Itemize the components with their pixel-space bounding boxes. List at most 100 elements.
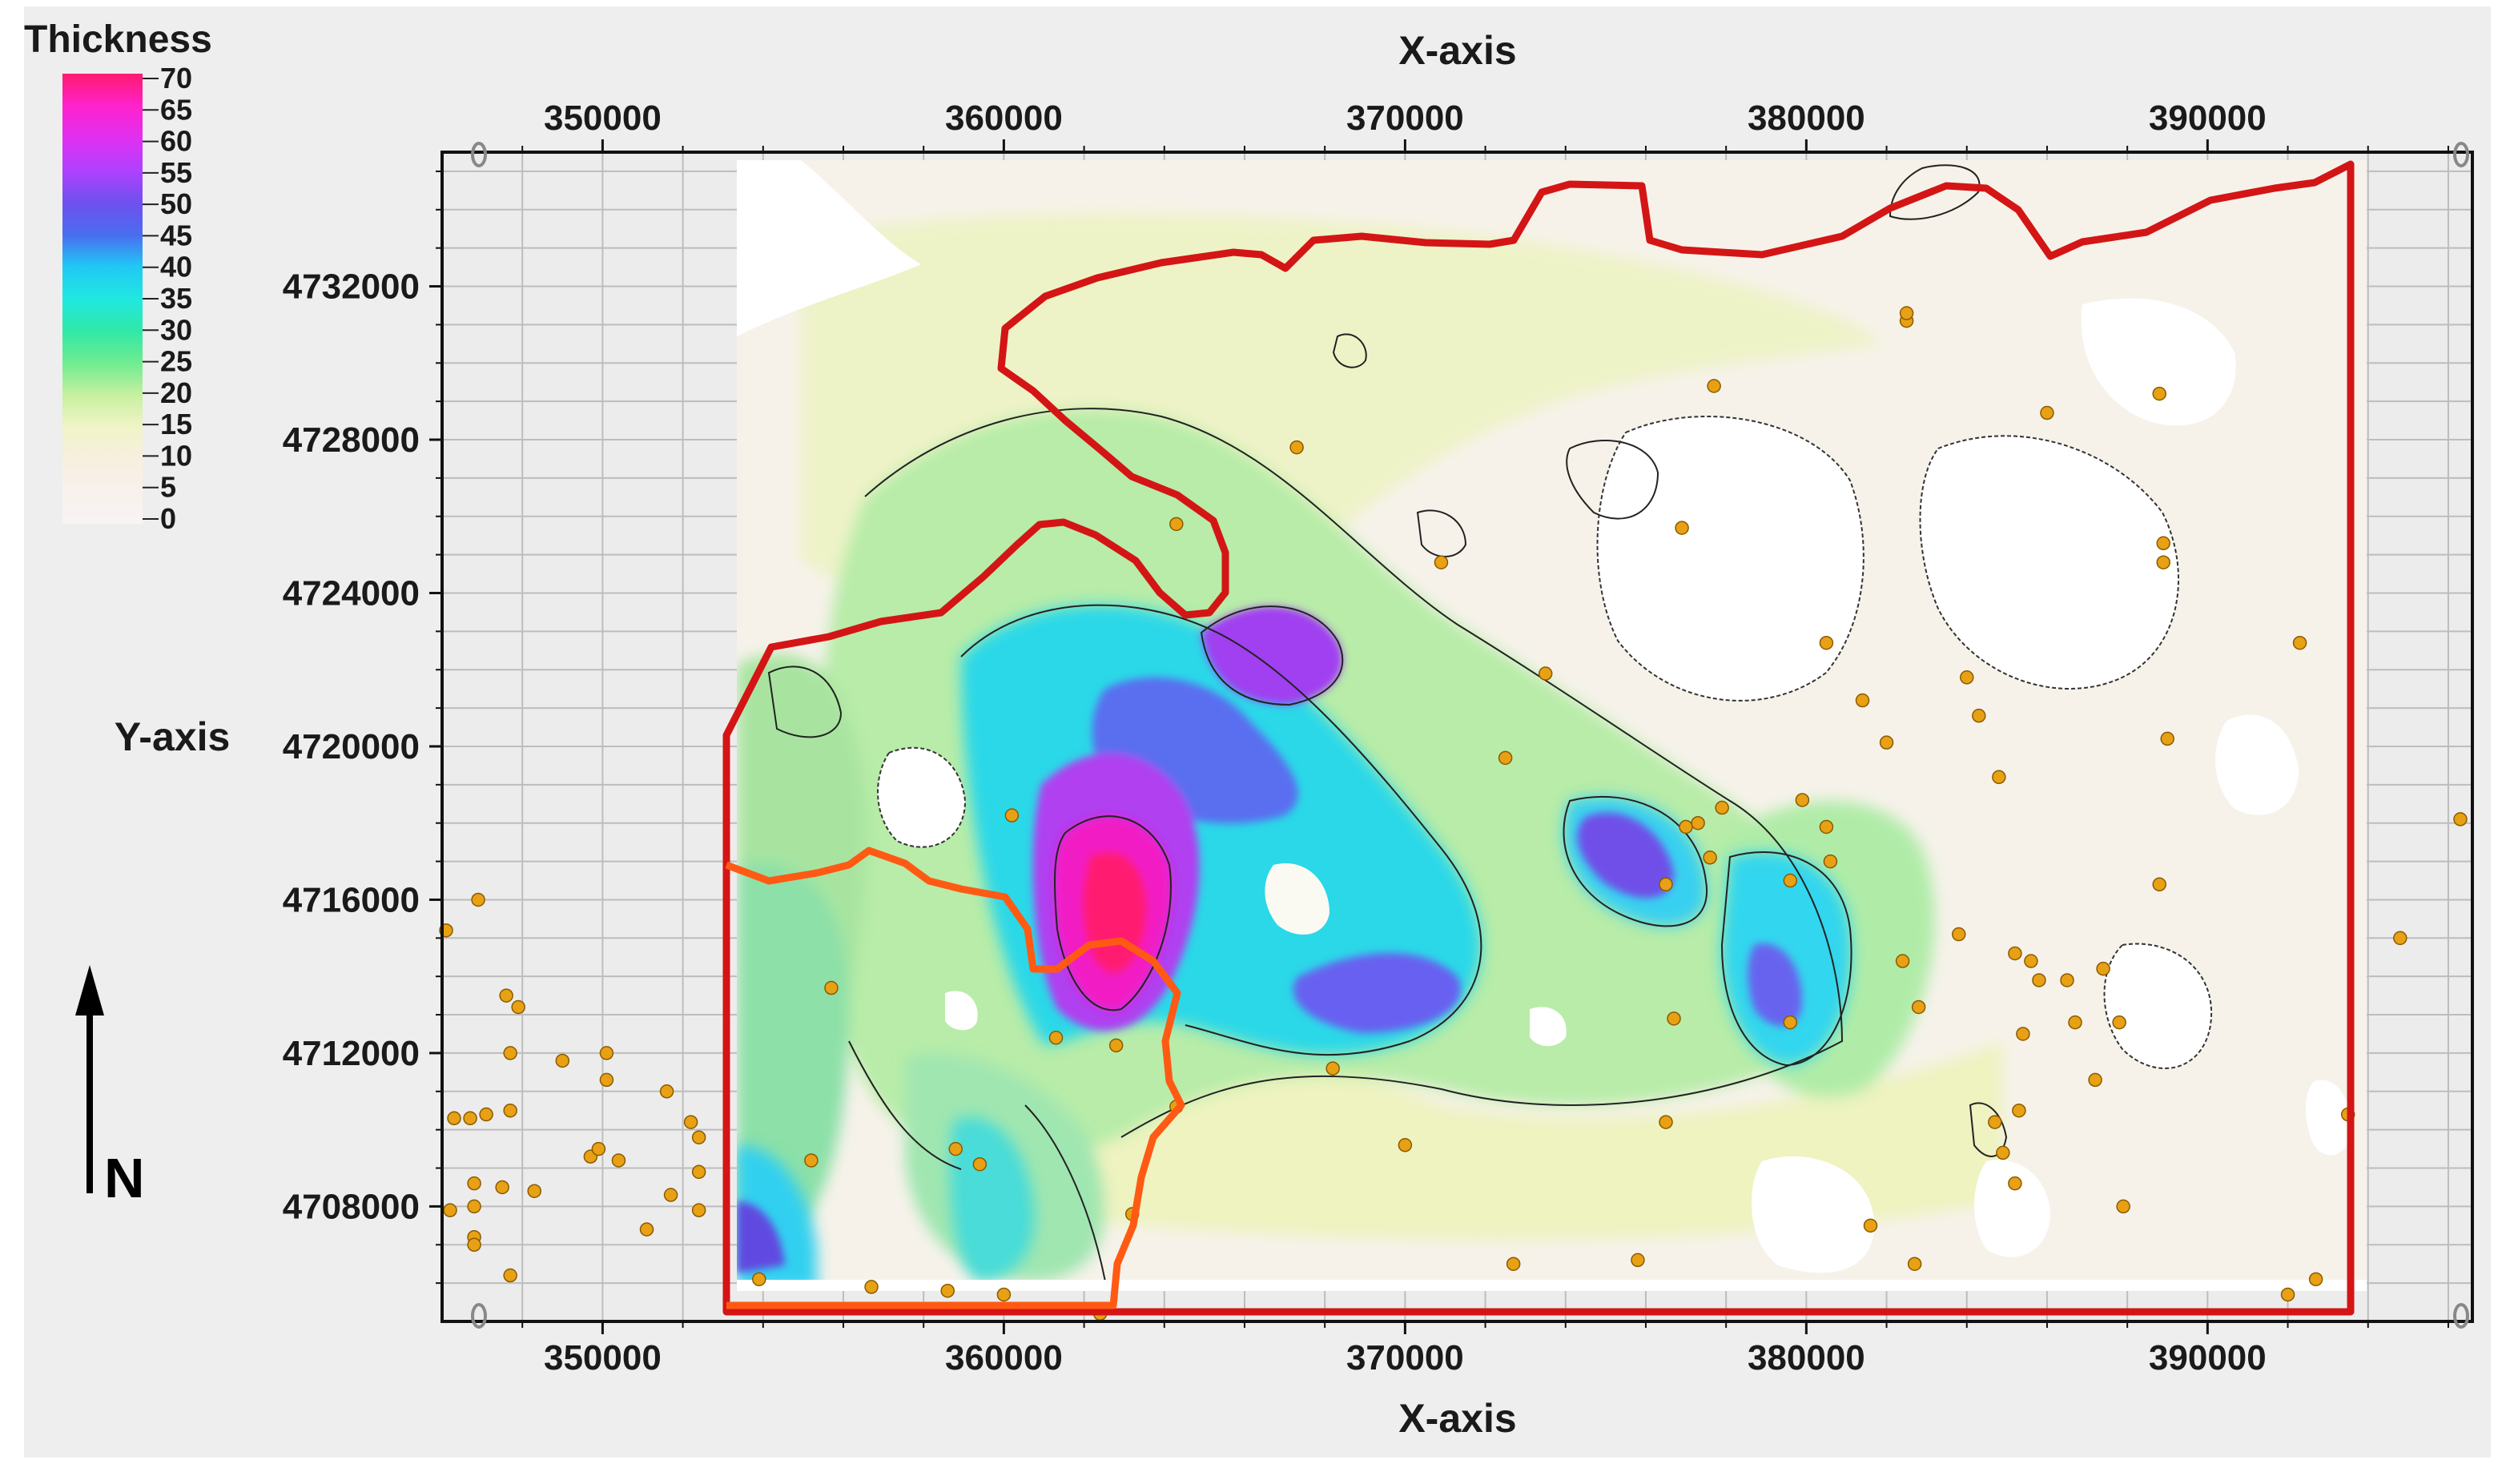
corner-marker: [2453, 1303, 2469, 1329]
no-data-area: [1597, 416, 1864, 701]
well-point: [1863, 1218, 1878, 1233]
x-tick-label-bottom: 370000: [1346, 1338, 1464, 1377]
well-point: [1659, 877, 1673, 892]
well-point: [972, 1156, 988, 1172]
no-data-outline: [877, 746, 967, 848]
well-point: [864, 1280, 879, 1294]
well-point: [467, 1199, 481, 1214]
well-point: [463, 1111, 477, 1126]
well-point: [2156, 555, 2170, 569]
no-data-outline: [1596, 416, 1864, 702]
corner-markers: [471, 142, 2469, 1329]
x-tick-label-top: 370000: [1346, 99, 1464, 138]
sub-area-boundary: [725, 847, 1185, 1309]
well-point: [1823, 854, 1838, 869]
contour-line: [1720, 851, 1852, 1067]
no-data-areas: [737, 160, 2351, 1273]
well-point: [1911, 999, 1926, 1015]
legend-tick-label: 5: [160, 471, 176, 504]
well-point: [471, 892, 485, 907]
x-axis-label-top: X-axis: [1398, 28, 1516, 73]
no-data-area: [1265, 863, 1329, 935]
legend-tick-label: 65: [160, 93, 192, 126]
corner-marker: [471, 142, 487, 167]
legend-tick-label: 20: [160, 376, 192, 409]
well-point: [2116, 1199, 2130, 1214]
well-point: [1691, 815, 1705, 830]
y-tick-label: 4724000: [283, 573, 420, 613]
legend-tick-label: 15: [160, 408, 192, 440]
x-tick-label-bottom: 350000: [544, 1338, 662, 1377]
north-arrow: N: [75, 965, 145, 1209]
well-point: [1659, 1115, 1673, 1129]
well-point: [527, 1184, 541, 1198]
well-point: [2292, 635, 2307, 650]
well-point: [1992, 770, 2006, 785]
contour-line: [1969, 1102, 2008, 1157]
x-tick-label-bottom: 360000: [945, 1338, 1063, 1377]
well-point: [1895, 954, 1910, 968]
well-point: [1907, 1257, 1922, 1271]
legend-tick-label: 60: [160, 125, 192, 158]
contour-line: [864, 408, 1844, 1138]
well-point: [1169, 517, 1184, 532]
well-point: [1675, 521, 1689, 535]
well-point: [2152, 877, 2166, 892]
contour-line: [1566, 440, 1659, 520]
no-data-outline: [2103, 943, 2213, 1069]
y-tick-label: 4716000: [283, 880, 420, 919]
well-point: [1988, 1115, 2002, 1129]
well-point: [1715, 800, 1729, 815]
legend-tick-label: 70: [160, 62, 192, 95]
well-point: [495, 1180, 509, 1195]
no-data-outlines: [877, 416, 2213, 1069]
no-data-area: [2305, 1080, 2351, 1156]
contour-line: [1332, 333, 1367, 368]
well-point: [1398, 1138, 1413, 1152]
well-point: [503, 1046, 517, 1060]
legend-tick-label: 50: [160, 187, 192, 220]
y-tick-label: 4728000: [283, 420, 420, 460]
y-tick-label: 4708000: [283, 1187, 420, 1226]
x-tick-label-top: 350000: [544, 99, 662, 138]
y-tick-label: 4712000: [283, 1034, 420, 1073]
contour-line: [1889, 164, 1981, 220]
well-point: [1783, 1015, 1798, 1030]
well-point: [1004, 808, 1020, 822]
x-tick-label-top: 380000: [1748, 99, 1865, 138]
well-point: [2088, 1072, 2102, 1088]
legend-tick-label: 40: [160, 251, 192, 284]
plot-border: [440, 151, 2474, 1323]
legend-tick-label: 25: [160, 345, 192, 378]
well-point: [2152, 386, 2166, 401]
well-point: [1819, 635, 1834, 650]
well-point: [599, 1046, 614, 1060]
well-point: [1707, 379, 1721, 393]
contour-lines: [767, 164, 2008, 1282]
blue-zone: [1577, 812, 1674, 899]
corner-marker: [2453, 142, 2469, 167]
no-data-area: [2104, 943, 2212, 1068]
no-data-area: [2215, 714, 2299, 815]
well-point: [611, 1153, 626, 1168]
well-point: [824, 980, 839, 995]
legend-color-bar: [62, 74, 143, 524]
well-point: [691, 1130, 706, 1144]
well-point: [691, 1164, 706, 1180]
well-point: [479, 1107, 493, 1122]
well-point: [2024, 954, 2038, 968]
well-point: [2280, 1287, 2295, 1302]
well-point: [1879, 735, 1894, 750]
legend-tick-label: 55: [160, 156, 192, 189]
well-point: [804, 1153, 819, 1168]
contour-line: [1200, 605, 1344, 706]
blue-zone: [737, 1201, 785, 1273]
no-data-area: [945, 991, 978, 1031]
bottom-blank-strip: [737, 1280, 2367, 1291]
study-area-boundary: [722, 160, 2355, 1316]
well-point: [1108, 1038, 1124, 1053]
thickness-surface: [737, 160, 2367, 1289]
well-point: [503, 1103, 517, 1118]
